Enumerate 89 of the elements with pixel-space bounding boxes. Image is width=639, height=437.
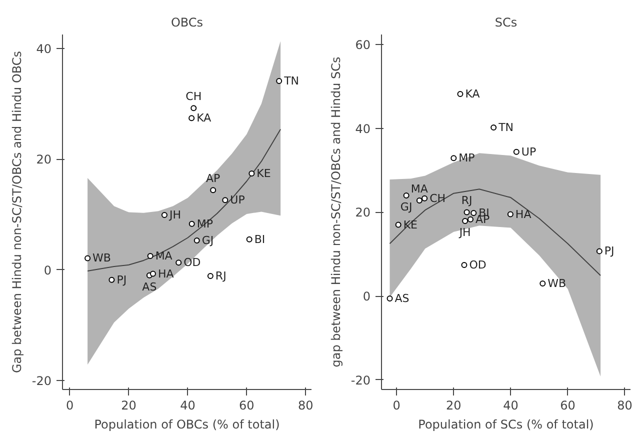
point xyxy=(194,238,200,244)
y-tick-label: 20 xyxy=(355,206,371,220)
point xyxy=(176,260,182,266)
point xyxy=(470,210,477,216)
x-tick-label: 20 xyxy=(446,398,462,412)
annotation: TN xyxy=(283,74,300,88)
annotation: GJ xyxy=(202,234,214,248)
annotation: WB xyxy=(92,252,111,265)
point xyxy=(395,222,402,228)
y-tick-label: 0 xyxy=(44,263,52,278)
point xyxy=(222,197,228,204)
annotation: BI xyxy=(254,232,266,246)
annotation: MA xyxy=(410,182,428,196)
x-tick-label: 0 xyxy=(392,398,400,412)
point xyxy=(450,155,457,162)
point xyxy=(210,187,216,194)
point xyxy=(386,296,393,302)
annotation: AP xyxy=(206,172,221,186)
annotation: HA xyxy=(515,208,532,221)
x-tick-label: 40 xyxy=(180,398,196,412)
point xyxy=(84,255,91,262)
annotation: RJ xyxy=(461,194,472,208)
y-tick-label: 0 xyxy=(362,290,371,304)
point xyxy=(150,270,156,277)
point xyxy=(416,197,422,204)
point xyxy=(457,91,464,98)
point xyxy=(403,192,410,198)
point xyxy=(161,212,168,218)
point xyxy=(248,170,255,177)
x-axis-title: Population of SCs (% of total) xyxy=(418,418,594,432)
annotation: HA xyxy=(158,267,174,280)
line-series xyxy=(87,128,282,272)
annotation: PJ xyxy=(116,273,127,286)
point xyxy=(276,78,282,84)
annotation: KE xyxy=(256,167,271,180)
y-tick-label: 40 xyxy=(355,122,371,136)
annotation: OD xyxy=(184,256,201,270)
x-tick-label: 80 xyxy=(298,398,314,412)
y-axis-title: gap between Hindu non-SC/ST/OBCs and Hindu SCs xyxy=(328,56,343,368)
annotation: MA xyxy=(155,250,173,263)
point xyxy=(147,253,154,260)
annotation: MP xyxy=(458,152,476,165)
point xyxy=(246,236,252,242)
annotation: UP xyxy=(521,145,536,158)
point xyxy=(462,218,468,224)
chart-title: OBCs xyxy=(170,16,204,30)
point xyxy=(108,276,115,283)
point xyxy=(188,115,195,122)
annotation: KA xyxy=(196,112,212,125)
point xyxy=(422,195,428,202)
point xyxy=(464,209,470,216)
point xyxy=(461,262,468,268)
annotation: CH xyxy=(430,192,446,205)
x-axis-title: Population of OBCs (% of total) xyxy=(94,418,280,432)
point xyxy=(490,124,497,131)
y-tick-label: 40 xyxy=(36,42,52,56)
x-tick-label: 60 xyxy=(560,398,576,412)
annotation: PJ xyxy=(604,244,614,258)
chart-title: SCs xyxy=(494,16,518,30)
annotation: AS xyxy=(394,292,410,306)
annotation: KA xyxy=(465,88,480,101)
y-axis-title: Gap between Hindu non-SC/ST/OBCs and Hindu OBCs xyxy=(10,50,24,374)
y-tick-label: -20 xyxy=(32,374,52,388)
annotation: JH xyxy=(458,226,471,240)
annotation: RJ xyxy=(215,269,226,282)
annotation: JH xyxy=(168,208,181,222)
point xyxy=(507,211,514,218)
annotation: TN xyxy=(498,121,514,134)
annotation: AS xyxy=(142,280,157,294)
annotation: UP xyxy=(230,194,246,207)
point xyxy=(513,148,520,155)
point xyxy=(467,216,474,222)
x-tick-label: 20 xyxy=(121,398,136,412)
point xyxy=(207,272,214,279)
point xyxy=(190,105,197,112)
point xyxy=(540,280,546,286)
x-tick-label: 80 xyxy=(617,398,632,412)
annotation: CH xyxy=(186,90,202,104)
point xyxy=(596,248,602,254)
y-tick-label: 60 xyxy=(355,38,371,52)
x-tick-label: 0 xyxy=(66,398,74,412)
annotation: OD xyxy=(469,258,486,272)
point xyxy=(188,220,195,227)
x-tick-label: 60 xyxy=(239,398,254,412)
y-tick-label: 20 xyxy=(36,152,52,167)
y-tick-label: -20 xyxy=(350,373,371,388)
annotation: WB xyxy=(548,276,566,290)
x-tick-label: 40 xyxy=(503,398,518,412)
annotation: GJ xyxy=(400,200,412,214)
